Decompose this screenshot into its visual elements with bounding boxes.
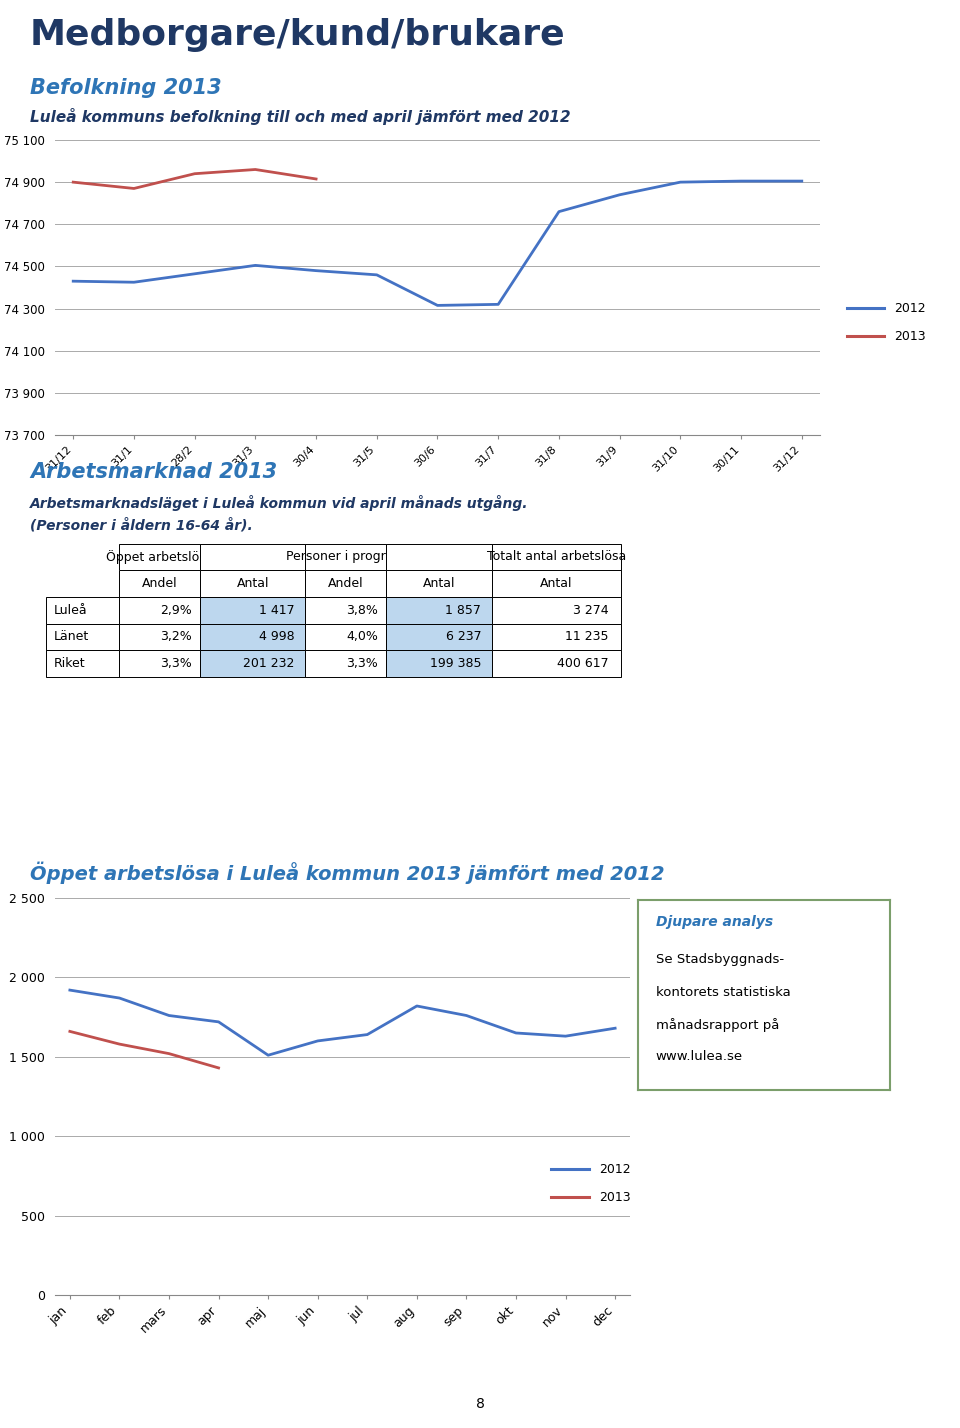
- Legend: 2012, 2013: 2012, 2013: [842, 297, 930, 348]
- Text: 8: 8: [475, 1397, 485, 1411]
- Text: Djupare analys: Djupare analys: [656, 915, 773, 930]
- Legend: 2012, 2013: 2012, 2013: [546, 1158, 636, 1210]
- Text: månadsrapport på: månadsrapport på: [656, 1018, 779, 1032]
- Text: Öppet arbetslösa i Luleå kommun 2013 jämfört med 2012: Öppet arbetslösa i Luleå kommun 2013 jäm…: [30, 863, 664, 884]
- Text: Arbetsmarknad 2013: Arbetsmarknad 2013: [30, 463, 277, 483]
- Text: (Personer i åldern 16-64 år).: (Personer i åldern 16-64 år).: [30, 518, 252, 533]
- Text: Medborgare/kund/brukare: Medborgare/kund/brukare: [30, 19, 565, 51]
- Text: Se Stadsbyggnads-: Se Stadsbyggnads-: [656, 954, 783, 967]
- Text: Luleå kommuns befolkning till och med april jämfört med 2012: Luleå kommuns befolkning till och med ap…: [30, 109, 570, 126]
- Text: Arbetsmarknadsläget i Luleå kommun vid april månads utgång.: Arbetsmarknadsläget i Luleå kommun vid a…: [30, 496, 529, 511]
- Text: kontorets statistiska: kontorets statistiska: [656, 985, 790, 998]
- Text: Befolkning 2013: Befolkning 2013: [30, 79, 222, 99]
- Text: www.lulea.se: www.lulea.se: [656, 1050, 743, 1062]
